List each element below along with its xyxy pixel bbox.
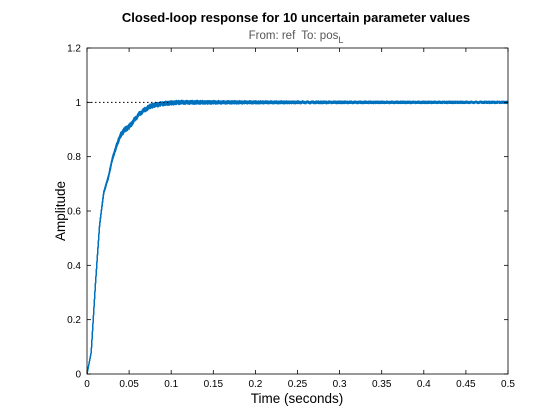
x-tick-label: 0.5 [501, 379, 515, 390]
subtitle-to-subscript: L [338, 35, 343, 45]
x-tick-label: 0.4 [417, 379, 431, 390]
response-series-9 [86, 100, 509, 375]
y-tick-label: 0.2 [67, 315, 81, 326]
y-tick-label: 1 [75, 98, 81, 109]
subtitle-from: From: ref [249, 30, 296, 42]
x-tick-label: 0.2 [248, 379, 262, 390]
subtitle-to: To: pos [301, 30, 338, 42]
y-tick-label: 0.6 [67, 207, 81, 218]
x-tick-label: 0.1 [164, 379, 178, 390]
x-tick-label: 0.25 [288, 379, 308, 390]
axes-background [87, 48, 508, 374]
y-axis-ticks: 0 0.2 0.4 0.6 0.8 1 1.2 [67, 44, 508, 381]
x-axis-ticks: 0 0.05 0.1 0.15 0.2 0.25 0.3 0.35 0.4 0.45 0.5 [84, 48, 515, 390]
response-series-10 [86, 100, 509, 375]
y-axis-label: Amplitude [53, 181, 68, 241]
series-group [86, 99, 509, 375]
y-tick-label: 1.2 [67, 44, 81, 55]
y-tick-label: 0.8 [67, 152, 81, 163]
x-tick-label: 0.15 [204, 379, 224, 390]
chart-title: Closed-loop response for 10 uncertain pa… [122, 10, 470, 25]
plot-area: 0 0.05 0.1 0.15 0.2 0.25 0.3 0.35 0.4 0.45 0.5 0 0.… [67, 44, 515, 391]
y-tick-label: 0.4 [67, 261, 81, 272]
x-tick-label: 0.45 [456, 379, 476, 390]
chart-subtitle: From: ref To: posL [249, 30, 344, 45]
x-tick-label: 0 [84, 379, 90, 390]
y-tick-label: 0 [75, 370, 81, 381]
x-axis-label: Time (seconds) [251, 391, 344, 406]
x-tick-label: 0.35 [372, 379, 392, 390]
x-tick-label: 0.05 [119, 379, 139, 390]
x-tick-label: 0.3 [333, 379, 347, 390]
